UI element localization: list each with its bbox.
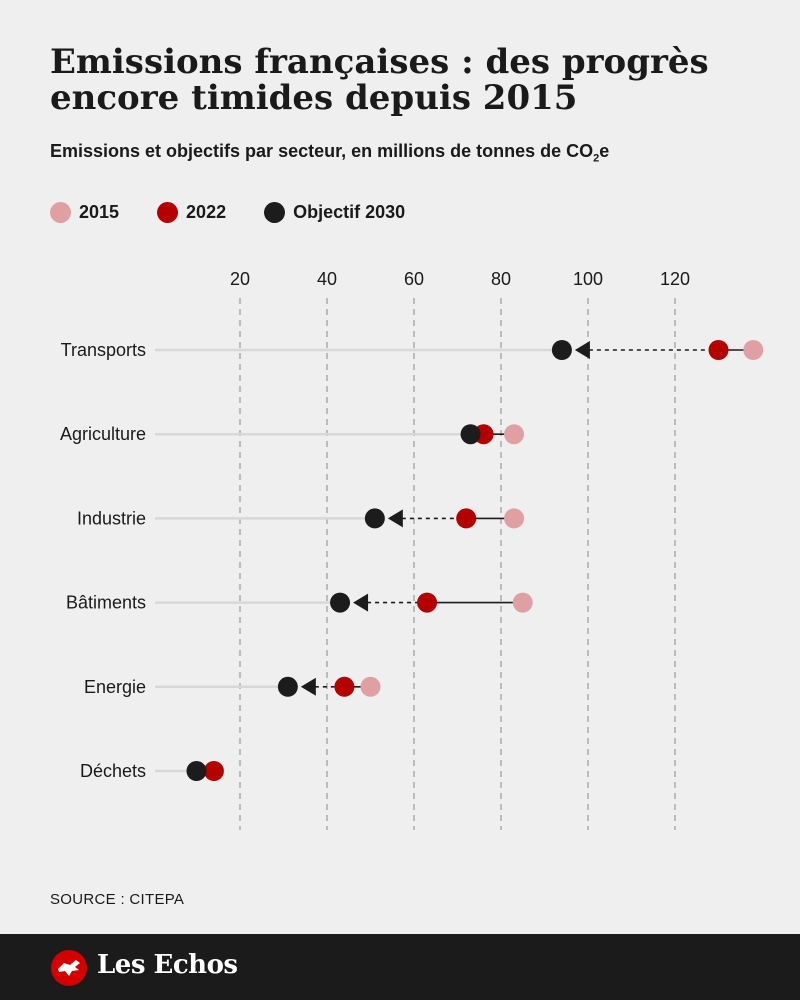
dot-2022-dechets — [203, 761, 224, 781]
arrow-head-energie — [300, 677, 316, 696]
legend-dot-2015 — [50, 202, 71, 223]
category-label-industrie: Industrie — [77, 508, 146, 528]
category-label-transports: Transports — [61, 340, 146, 360]
chart-title: Emissions françaises : des progrès encor… — [50, 42, 709, 118]
arrow-head-industrie — [387, 509, 403, 528]
arrow-head-transports — [574, 341, 590, 359]
les-echos-logo-icon — [51, 950, 87, 986]
dot-objectif-batiments — [330, 592, 351, 613]
legend-item-2015: 2015 — [50, 202, 119, 223]
dot-2015-energie — [360, 676, 381, 697]
arrow-head-batiments — [353, 593, 369, 612]
source-note: SOURCE : CITEPA — [50, 891, 185, 908]
category-label-dechets: Déchets — [80, 761, 146, 781]
x-tick-label-80: 80 — [491, 269, 511, 289]
x-tick-label-100: 100 — [573, 269, 603, 289]
category-label-batiments: Bâtiments — [66, 593, 146, 613]
category-label-energie: Energie — [84, 677, 146, 697]
dot-objectif-transports — [551, 340, 572, 360]
dot-2022-industrie — [456, 508, 477, 529]
dot-plot-chart: 20 40 60 80 100 120 Transports Agriculture Indus… — [60, 269, 764, 830]
dot-objectif-industrie — [364, 508, 385, 529]
legend-item-objectif-2030: Objectif 2030 — [264, 202, 405, 223]
legend-label-objectif-2030: Objectif 2030 — [293, 202, 406, 222]
dot-2022-energie — [334, 676, 355, 697]
dot-objectif-agriculture — [460, 424, 481, 445]
category-label-agriculture: Agriculture — [60, 424, 146, 444]
x-tick-label-20: 20 — [230, 269, 250, 289]
subtitle-subscript: 2 — [593, 152, 600, 165]
legend: 2015 2022 Objectif 2030 — [50, 202, 443, 223]
x-tick-label-40: 40 — [317, 269, 337, 289]
dot-2015-batiments — [512, 592, 533, 613]
legend-label-2015: 2015 — [79, 202, 120, 222]
x-tick-label-60: 60 — [404, 269, 424, 289]
legend-dot-2022 — [157, 202, 179, 223]
footer-bar: Les Echos — [0, 934, 800, 1000]
x-tick-label-120: 120 — [660, 269, 690, 289]
brand-name: Les Echos — [97, 950, 238, 980]
dot-2022-batiments — [417, 592, 438, 613]
chart-subtitle: Emissions et objectifs par secteur, en m… — [50, 141, 609, 165]
dot-2015-transports — [743, 340, 764, 360]
subtitle-tail: e — [599, 141, 610, 161]
dot-objectif-dechets — [186, 761, 207, 781]
legend-dot-objectif-2030 — [264, 202, 286, 223]
legend-item-2022: 2022 — [157, 202, 226, 223]
legend-label-2022: 2022 — [186, 202, 227, 222]
dot-2015-industrie — [504, 508, 525, 529]
subtitle-text: Emissions et objectifs par secteur, en m… — [50, 141, 594, 161]
dot-objectif-energie — [277, 676, 298, 697]
dot-2022-transports — [708, 340, 729, 360]
dot-2015-agriculture — [504, 424, 525, 445]
